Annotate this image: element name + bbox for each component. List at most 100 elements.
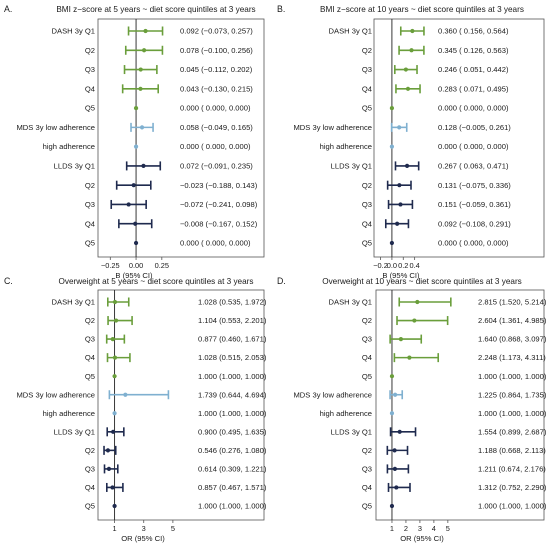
row-label: Q5 [85,372,95,381]
estimate-text: 0.151 (−0.059, 0.361) [438,200,511,209]
x-tick-label: 4 [432,524,436,533]
point-estimate [133,221,138,226]
row-label: Q3 [85,65,95,74]
point-estimate [392,448,397,453]
row-label: Q5 [85,502,95,511]
point-estimate [409,48,414,53]
panel-title: Overweight at 10 years ~ diet score quin… [322,277,522,286]
row-label: LLDS 3y Q1 [54,162,95,171]
estimate-text: 0.000 ( 0.000, 0.000) [180,142,251,151]
estimate-text: 1.000 (1.000, 1.000) [198,409,267,418]
x-axis-label: OR (95% CI) [400,534,444,543]
point-estimate [389,374,395,379]
row-label: high adherence [320,142,372,151]
point-estimate [110,485,115,490]
row-label: LLDS 3y Q1 [54,427,95,436]
plot-frame [97,18,265,258]
point-estimate [394,485,399,490]
x-tick-label: 0.00 [129,261,143,270]
estimate-text: 1.000 (1.000, 1.000) [198,372,267,381]
panel-letter: B. [277,4,285,14]
estimate-text: 0.857 (0.467, 1.571) [198,483,267,492]
estimate-text: 0.043 (−0.130, 0.215) [180,84,253,93]
estimate-text: 1.739 (0.644, 4.694) [198,390,267,399]
estimate-text: 0.283 ( 0.071, 0.495) [438,84,509,93]
x-tick-label: 3 [418,524,422,533]
estimate-text: 0.546 (0.276, 1.080) [198,446,267,455]
point-estimate [112,503,117,509]
estimate-text: 1.104 (0.553, 2.201) [198,316,267,325]
estimate-text: 1.000 (1.000, 1.000) [478,372,547,381]
row-label: Q3 [85,200,95,209]
point-estimate [397,125,402,130]
row-label: MDS 3y low adherence [16,390,95,399]
point-estimate [405,86,411,91]
estimate-text: 0.246 ( 0.051, 0.442) [438,65,509,74]
estimate-text: 0.000 ( 0.000, 0.000) [438,104,509,113]
estimate-text: −0.023 (−0.188, 0.143) [180,181,258,190]
row-label: Q5 [362,502,372,511]
panel-1: A. BMI z−score at 5 years ~ diet score qu… [4,4,265,280]
point-estimate [397,183,402,188]
row-label: Q3 [362,335,372,344]
point-estimate [133,240,139,246]
point-estimate [131,183,136,188]
point-estimate [139,125,145,130]
row-label: Q3 [85,335,95,344]
point-estimate [110,336,115,342]
point-estimate [138,67,143,72]
point-estimate [111,429,116,434]
row-label: Q2 [85,316,95,325]
estimate-text: 0.000 ( 0.000, 0.000) [180,239,251,248]
row-label: DASH 3y Q1 [52,27,95,36]
point-estimate [143,28,148,34]
estimate-text: 0.131 (−0.075, 0.336) [438,181,511,190]
point-estimate [410,28,415,34]
estimate-text: 1.028 (0.535, 1.972) [198,298,267,307]
estimate-text: 1.188 (0.668, 2.113) [478,446,546,455]
estimate-text: 1.211 (0.674, 2.176) [478,465,546,474]
x-tick-label: 0.2 [398,261,408,270]
row-label: Q2 [362,181,372,190]
row-label: high adherence [43,409,95,418]
row-label: Q3 [362,200,372,209]
point-estimate [404,163,410,169]
estimate-text: 0.058 (−0.049, 0.165) [180,123,253,132]
estimate-text: 0.128 (−0.005, 0.261) [438,123,511,132]
estimate-text: 0.877 (0.460, 1.671) [198,335,267,344]
point-estimate [123,392,128,397]
point-estimate [141,163,146,169]
estimate-text: 0.092 (−0.073, 0.257) [180,27,253,36]
row-label: Q5 [362,104,372,113]
row-label: Q4 [362,353,372,362]
estimate-text: 2.604 (1.361, 4.985) [478,316,547,325]
estimate-text: −0.008 (−0.167, 0.152) [180,219,258,228]
panel-letter: C. [4,276,13,286]
point-estimate [126,202,131,207]
estimate-text: 0.267 ( 0.063, 0.471) [438,162,509,171]
point-estimate [415,299,420,305]
row-label: LLDS 3y Q1 [331,162,372,171]
row-label: Q4 [85,483,95,492]
point-estimate [403,67,408,72]
point-estimate [106,466,112,472]
point-estimate [393,392,398,397]
estimate-text: 1.000 (1.000, 1.000) [198,502,267,511]
panel-letter: D. [277,276,286,286]
row-label: Q5 [85,239,95,248]
row-label: Q2 [85,446,95,455]
x-tick-label: 5 [171,524,175,533]
row-label: Q2 [362,446,372,455]
estimate-text: 0.072 (−0.091, 0.235) [180,162,253,171]
plot-frame [373,18,545,258]
point-estimate [105,448,111,453]
x-tick-label: −0.25 [101,261,120,270]
estimate-text: 1.000 (1.000, 1.000) [478,409,547,418]
estimate-text: 2.815 (1.520, 5.214) [478,298,547,307]
estimate-text: 0.360 ( 0.156, 0.564) [438,27,509,36]
x-tick-label: 2 [404,524,408,533]
x-tick-label: 3 [142,524,146,533]
row-label: Q4 [85,353,95,362]
point-estimate [389,240,395,246]
point-estimate [389,503,395,509]
